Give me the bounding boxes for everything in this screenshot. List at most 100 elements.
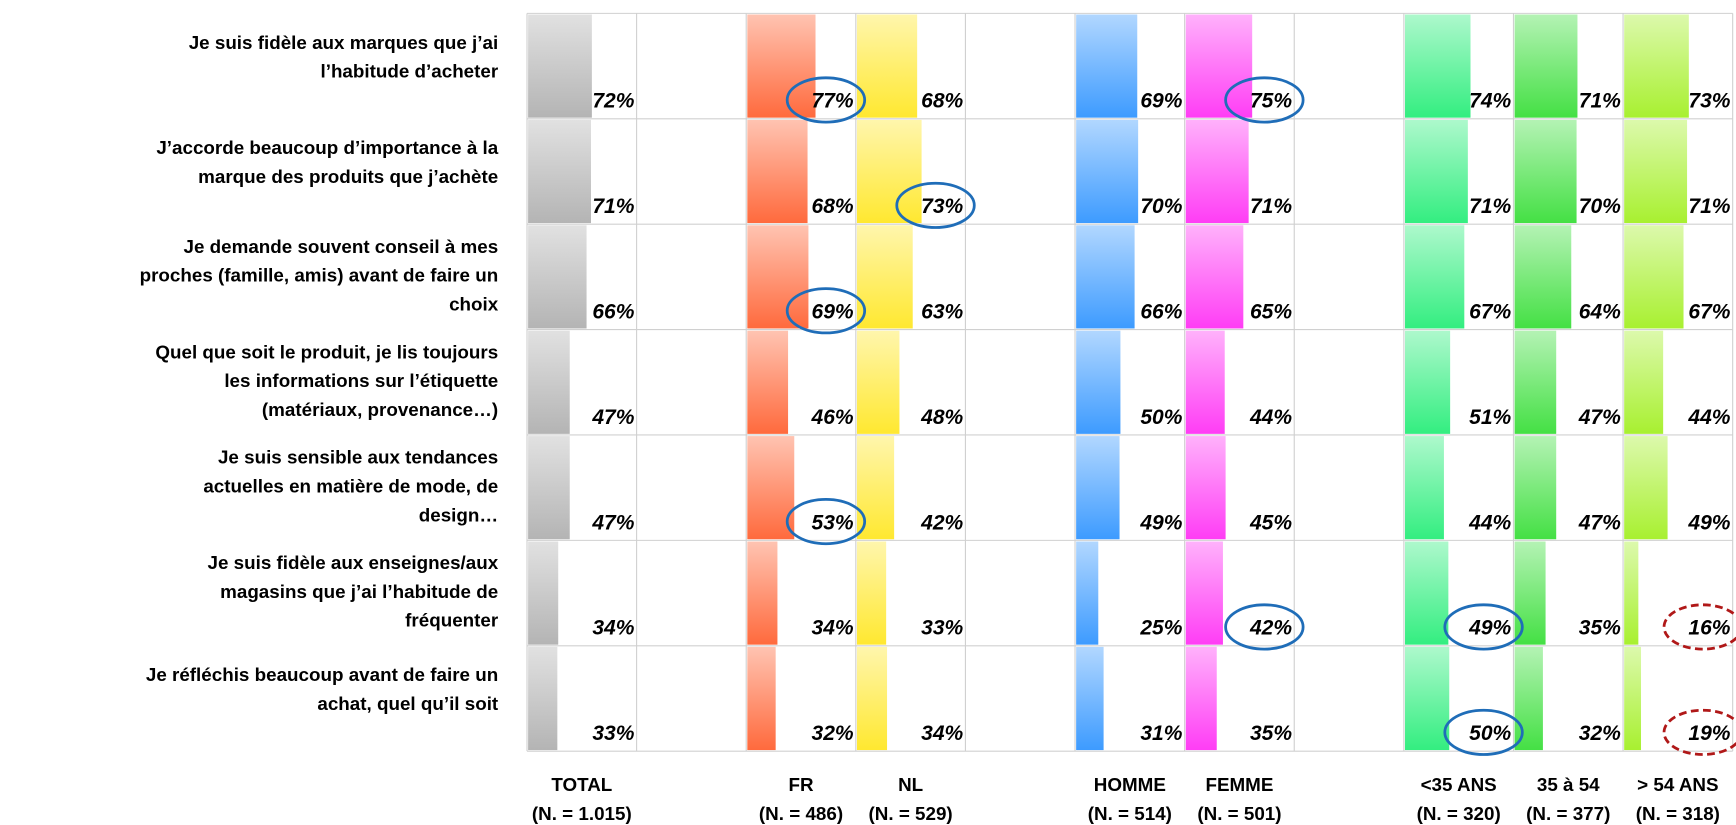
bar [1514,14,1578,118]
row-label: (matériaux, provenance…) [262,399,498,420]
highlight-circle [1443,708,1524,756]
bar [528,119,591,224]
row-label: magasins que j’ai l’habitude de [220,581,498,602]
highlight-circle [1224,76,1305,124]
value-label: 68% [812,195,854,218]
bar [856,14,918,118]
value-label: 47% [591,406,634,429]
row-label: les informations sur l’étiquette [224,370,498,391]
column-label: TOTAL [551,774,612,795]
value-label: 70% [1579,195,1621,218]
value-label: 48% [920,406,963,429]
bar [528,541,559,645]
bar [528,436,570,540]
bar [1076,646,1104,751]
value-label: 47% [1578,406,1621,429]
bar [1185,119,1249,224]
bar [1514,436,1557,540]
value-label: 33% [592,722,634,745]
row-label: achat, quel qu’il soit [317,693,499,714]
column-label: FEMME [1205,774,1273,795]
row-label: proches (famille, amis) avant de faire u… [140,265,499,286]
column-label: NL [898,774,923,795]
bar [528,646,558,751]
highlight-circle [785,76,867,124]
bar [1076,330,1121,434]
value-label: 68% [921,90,963,113]
column-sample: (N. = 377) [1526,803,1610,824]
value-label: 71% [1250,195,1292,218]
value-label: 44% [1687,406,1730,429]
value-label: 35% [1579,617,1621,640]
bar [747,14,816,118]
row-label: Je suis fidèle aux enseignes/aux [208,552,499,573]
row-label: actuelles en matière de mode, de [203,476,498,497]
value-label: 66% [1140,301,1182,324]
highlight-circle [1443,603,1524,651]
column-label: FR [788,774,813,795]
bar [856,436,895,540]
value-label: 42% [920,511,963,534]
value-label: 71% [1579,90,1621,113]
bar [856,541,887,645]
value-label: 45% [1249,511,1292,534]
value-label: 66% [592,301,634,324]
value-label: 34% [921,722,963,745]
value-label: 31% [1140,722,1182,745]
column-label: HOMME [1094,774,1166,795]
bar [1514,225,1572,329]
value-label: 73% [1688,90,1730,113]
bar [747,330,789,434]
row-label: l’habitude d’acheter [320,61,498,82]
bar [1404,225,1465,329]
bar [1404,541,1449,645]
bar [1076,14,1138,118]
value-label: 33% [921,617,963,640]
value-label: 19% [1688,722,1730,745]
value-label: 53% [812,511,854,534]
bar [1514,541,1546,645]
value-label: 44% [1468,511,1511,534]
highlight-circle [785,498,867,546]
highlight-circle [895,181,976,229]
value-label: 75% [1250,90,1292,113]
value-label: 44% [1249,406,1292,429]
bar [856,225,913,329]
value-label: 35% [1250,722,1292,745]
row-label: Je suis fidèle aux marques que j’ai [189,32,499,53]
value-label: 32% [812,722,854,745]
value-label: 16% [1688,617,1730,640]
bar [1404,14,1471,118]
value-label: 70% [1140,195,1182,218]
bar [1076,225,1135,329]
bar [1185,646,1217,751]
bar [1404,436,1444,540]
row-label: marque des produits que j’achète [198,166,498,187]
bar [528,330,570,434]
value-label: 67% [1688,301,1730,324]
bar [1624,119,1688,224]
bar [1076,119,1139,224]
bar [856,646,888,751]
value-label: 50% [1140,406,1182,429]
column-label: 35 à 54 [1537,774,1600,795]
value-label: 77% [812,90,854,113]
value-label: 25% [1139,617,1182,640]
value-label: 50% [1469,722,1511,745]
row-label: fréquenter [405,610,499,631]
value-label: 51% [1469,406,1511,429]
bar [1624,330,1664,434]
value-label: 47% [591,511,634,534]
bar [1624,541,1639,645]
value-label: 49% [1139,511,1182,534]
column-label: <35 ANS [1421,774,1497,795]
value-label: 34% [812,617,854,640]
bar [1624,225,1684,329]
value-label: 65% [1250,301,1292,324]
bar [1185,225,1244,329]
bar [1514,646,1543,751]
column-sample: (N. = 514) [1088,803,1172,824]
bar [747,119,808,224]
value-label: 69% [1140,90,1182,113]
